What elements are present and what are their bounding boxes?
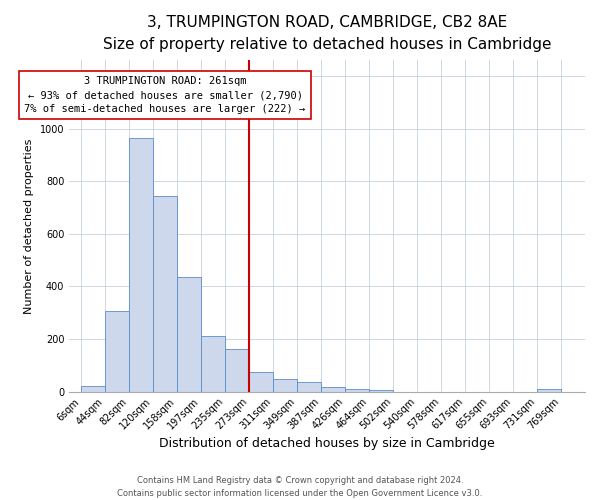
Bar [81, 386, 105, 392]
Bar [369, 390, 393, 392]
Bar [177, 278, 201, 392]
Y-axis label: Number of detached properties: Number of detached properties [24, 138, 34, 314]
Bar [153, 196, 177, 392]
Title: 3, TRUMPINGTON ROAD, CAMBRIDGE, CB2 8AE
Size of property relative to detached ho: 3, TRUMPINGTON ROAD, CAMBRIDGE, CB2 8AE … [103, 15, 551, 52]
Bar [249, 372, 273, 392]
Bar [273, 378, 297, 392]
Bar [345, 389, 369, 392]
Text: 3 TRUMPINGTON ROAD: 261sqm
← 93% of detached houses are smaller (2,790)
7% of se: 3 TRUMPINGTON ROAD: 261sqm ← 93% of deta… [25, 76, 306, 114]
Bar [225, 349, 249, 392]
Bar [321, 387, 345, 392]
Bar [201, 336, 225, 392]
Text: Contains HM Land Registry data © Crown copyright and database right 2024.
Contai: Contains HM Land Registry data © Crown c… [118, 476, 482, 498]
Bar [297, 382, 321, 392]
Bar [105, 310, 129, 392]
Bar [537, 389, 561, 392]
Bar [129, 138, 153, 392]
X-axis label: Distribution of detached houses by size in Cambridge: Distribution of detached houses by size … [159, 437, 495, 450]
